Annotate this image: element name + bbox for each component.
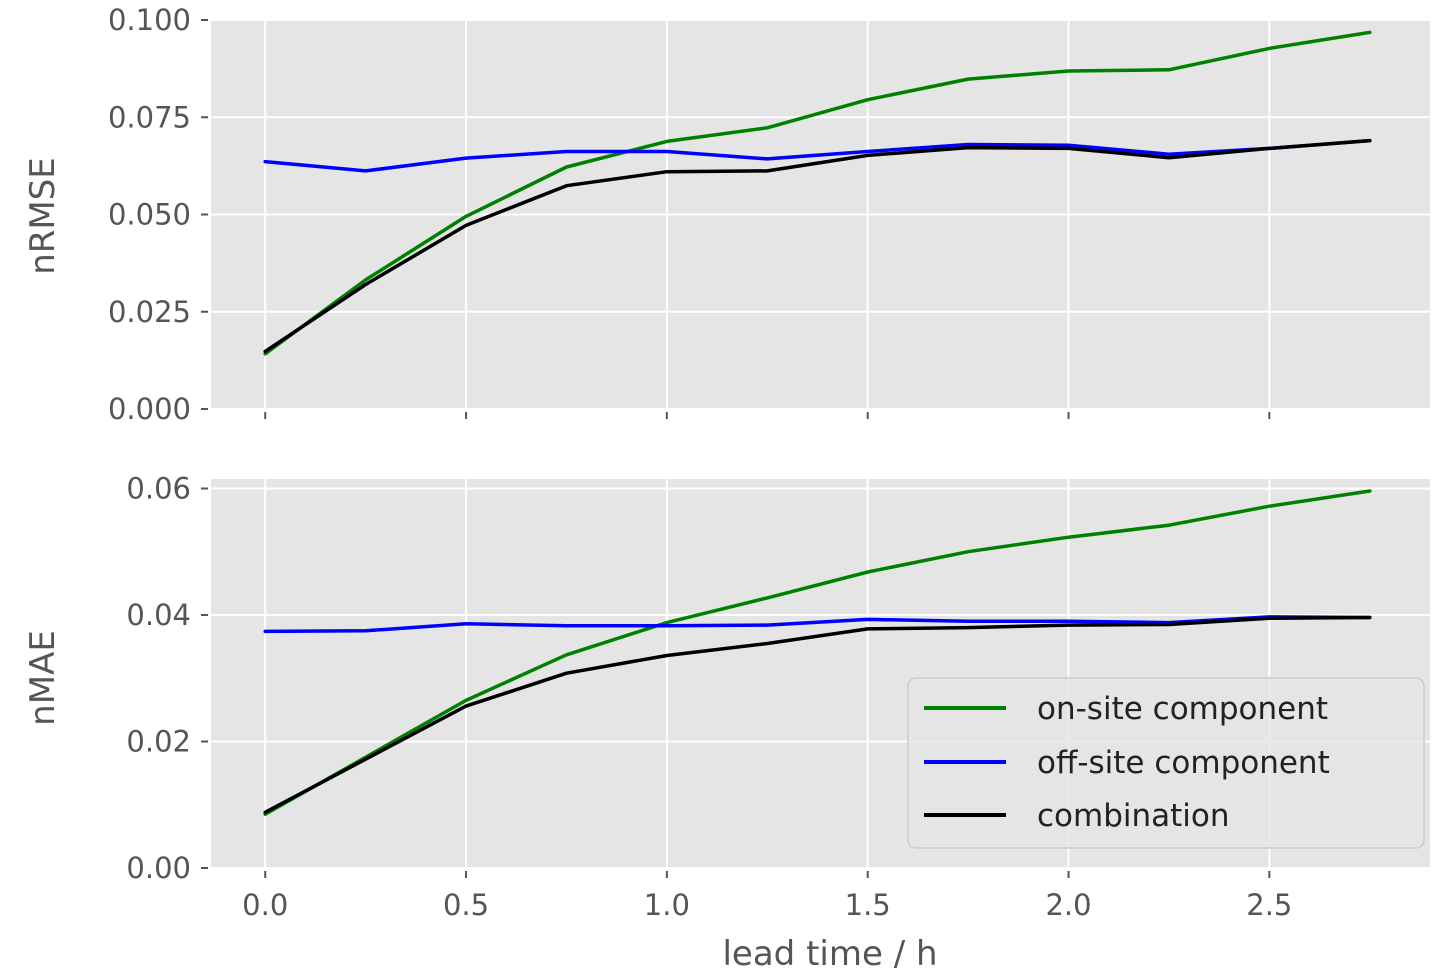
x-tick-label: 0.5 [443, 888, 489, 922]
nrmse-y-tick-label: 0.025 [108, 295, 191, 329]
nrmse-y-tick-label: 0.075 [108, 100, 191, 134]
legend-frame [907, 677, 1425, 849]
nmae-y-tick-label: 0.04 [126, 598, 191, 632]
legend-label-on-site: on-site component [1037, 691, 1328, 727]
legend: on-site component off-site component com… [907, 677, 1425, 849]
x-tick-label: 2.0 [1045, 888, 1091, 922]
x-tick-label: 0.0 [242, 888, 288, 922]
legend-label-off-site: off-site component [1037, 745, 1330, 781]
nmae-series-on-site-component [263, 489, 1372, 816]
nrmse-series-on-site-component [263, 30, 1372, 356]
lead-time-axis-label: lead time / h [722, 934, 937, 973]
nrmse-panel: 0.000 0.025 0.050 0.075 0.100 [108, 3, 1430, 426]
nrmse-series-combination [263, 138, 1372, 354]
nmae-y-tick-label: 0.02 [126, 724, 191, 758]
nrmse-axis-label: nRMSE [23, 157, 63, 275]
x-tick-label: 1.0 [644, 888, 690, 922]
nrmse-series-off-site-component [263, 138, 1372, 173]
nmae-series-off-site-component [263, 615, 1372, 634]
x-tick-label: 2.5 [1246, 888, 1292, 922]
nrmse-y-tick-label: 0.050 [108, 198, 191, 232]
nmae-y-tick-label: 0.06 [126, 471, 191, 505]
nrmse-y-tick-label: 0.100 [108, 3, 191, 37]
nrmse-y-tick-label: 0.000 [108, 392, 191, 426]
x-tick-label: 1.5 [845, 888, 891, 922]
legend-label-combination: combination [1037, 798, 1230, 834]
nmae-y-tick-label: 0.00 [126, 851, 191, 885]
nmae-axis-label: nMAE [23, 630, 63, 726]
nmae-series-combination [263, 615, 1372, 815]
